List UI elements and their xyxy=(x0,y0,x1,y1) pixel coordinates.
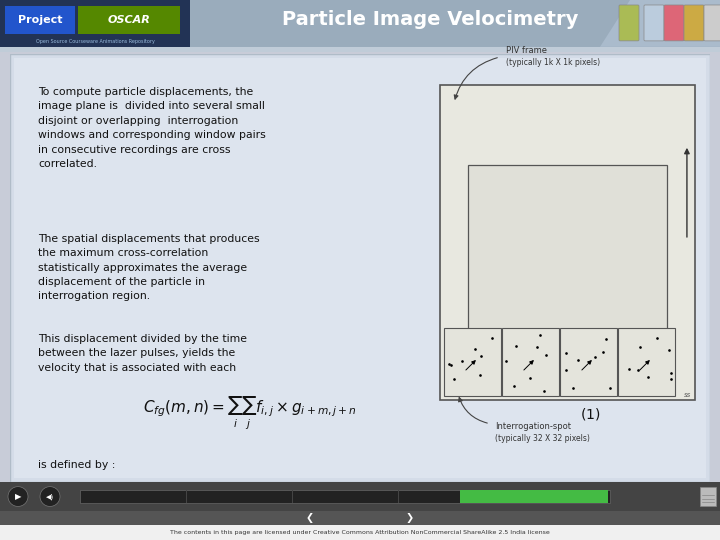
Text: ss: ss xyxy=(684,392,691,398)
Bar xyxy=(186,490,187,503)
Bar xyxy=(560,328,617,396)
FancyBboxPatch shape xyxy=(619,5,639,41)
Text: Open Source Courseware Animations Repository: Open Source Courseware Animations Reposi… xyxy=(35,39,154,44)
Bar xyxy=(292,490,293,503)
Circle shape xyxy=(8,487,28,507)
Bar xyxy=(700,487,716,507)
Bar xyxy=(618,328,675,396)
FancyBboxPatch shape xyxy=(644,5,664,41)
Bar xyxy=(5,6,75,34)
FancyBboxPatch shape xyxy=(684,5,704,41)
Bar xyxy=(444,328,501,396)
Bar xyxy=(460,490,608,503)
Text: To compute particle displacements, the
image plane is  divided into several smal: To compute particle displacements, the i… xyxy=(38,87,266,169)
Text: ❯: ❯ xyxy=(406,514,414,523)
Bar xyxy=(468,165,667,332)
Bar xyxy=(80,490,610,503)
Text: ❮: ❮ xyxy=(306,514,314,523)
Text: The contents in this page are licensed under Creative Commons Attribution NonCom: The contents in this page are licensed u… xyxy=(170,530,550,535)
Text: is defined by :: is defined by : xyxy=(38,460,115,470)
Bar xyxy=(78,6,180,34)
Bar xyxy=(0,0,190,47)
Text: Interrogation-spot: Interrogation-spot xyxy=(495,422,571,431)
Circle shape xyxy=(40,487,60,507)
Text: (typically 1k X 1k pixels): (typically 1k X 1k pixels) xyxy=(506,58,600,67)
Text: $C_{fg}(m,n) = \sum_i \sum_j f_{i,j} \times g_{i+m,j+n}$: $C_{fg}(m,n) = \sum_i \sum_j f_{i,j} \ti… xyxy=(143,396,357,432)
Bar xyxy=(398,490,399,503)
Polygon shape xyxy=(600,0,720,47)
FancyBboxPatch shape xyxy=(704,5,720,41)
Text: Project: Project xyxy=(18,15,62,25)
FancyBboxPatch shape xyxy=(664,5,684,41)
Bar xyxy=(440,85,695,400)
Text: $(1)$: $(1)$ xyxy=(580,406,600,422)
Text: ▶: ▶ xyxy=(14,492,22,501)
Bar xyxy=(502,328,559,396)
Text: The spatial displacements that produces
the maximum cross-correlation
statistica: The spatial displacements that produces … xyxy=(38,234,260,301)
Bar xyxy=(0,47,720,52)
Text: This displacement divided by the time
between the lazer pulses, yields the
veloc: This displacement divided by the time be… xyxy=(38,334,247,373)
Text: PIV frame: PIV frame xyxy=(506,46,547,55)
Bar xyxy=(504,490,505,503)
Text: Particle Image Velocimetry: Particle Image Velocimetry xyxy=(282,10,578,30)
Text: OSCAR: OSCAR xyxy=(107,15,150,25)
Text: ◀): ◀) xyxy=(46,493,54,500)
Text: (typically 32 X 32 pixels): (typically 32 X 32 pixels) xyxy=(495,434,590,443)
